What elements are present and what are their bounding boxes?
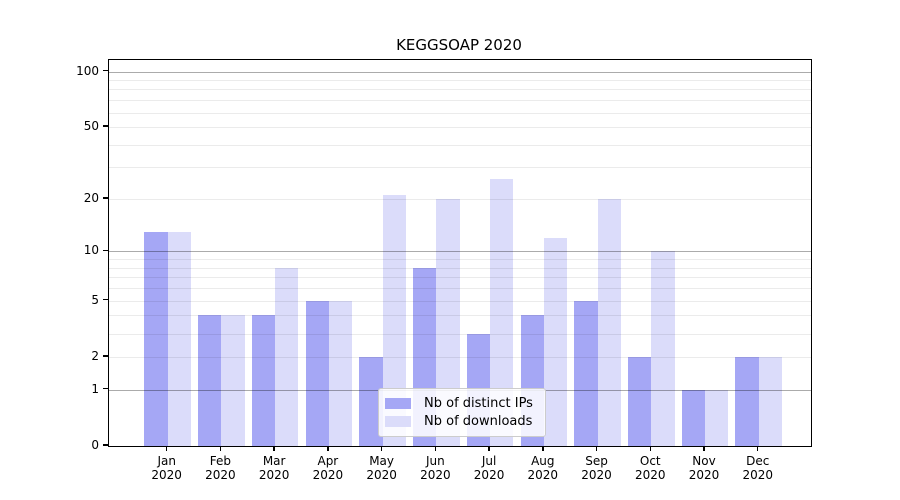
gridline-6	[109, 288, 811, 290]
x-tick-label-nov: Nov 2020	[688, 454, 720, 482]
bar-downloads-aug	[543, 237, 568, 446]
bar-ips-may	[359, 356, 383, 446]
legend-item-distinct-ips: Nb of distinct IPs	[385, 394, 537, 412]
gridline-4	[109, 315, 811, 317]
x-tick-jun	[434, 446, 437, 451]
legend: Nb of distinct IPs Nb of downloads	[378, 388, 546, 437]
plot-area	[108, 59, 812, 447]
x-tick-label-jan: Jan 2020	[151, 454, 182, 482]
bar-downloads-oct	[651, 251, 675, 446]
gridline-50	[109, 127, 811, 129]
gridline-20	[109, 199, 811, 200]
gridline-3	[109, 333, 811, 335]
bar-ips-sep	[574, 300, 598, 446]
gridline-40	[109, 144, 811, 146]
x-tick-jan	[166, 446, 168, 451]
x-tick-label-aug: Aug 2020	[527, 454, 559, 482]
bar-downloads-jun	[436, 199, 460, 446]
legend-swatch-downloads	[385, 416, 411, 428]
gridline-2	[109, 356, 811, 358]
gridline-9	[109, 259, 811, 261]
bar-ips-nov	[681, 389, 705, 446]
gridline-8	[109, 267, 811, 269]
gridline-70	[109, 100, 811, 102]
gridline-80	[109, 89, 811, 91]
x-tick-may	[380, 446, 383, 451]
x-tick-mar	[273, 446, 275, 451]
x-tick-label-may: May 2020	[366, 454, 397, 482]
gridline-60	[109, 112, 811, 114]
y-tick-label-10: 10	[83, 243, 99, 258]
y-tick-label-50: 50	[83, 119, 99, 134]
x-tick-label-jul: Jul 2020	[473, 454, 505, 482]
x-tick-label-jun: Jun 2020	[420, 454, 451, 482]
bar-downloads-dec	[758, 356, 783, 446]
x-tick-nov	[703, 446, 705, 451]
bar-ips-dec	[735, 356, 759, 446]
y-tick-label-100: 100	[76, 63, 99, 78]
bar-downloads-sep	[597, 199, 621, 446]
x-tick-apr	[327, 446, 329, 451]
y-tick-label-5: 5	[91, 292, 99, 307]
y-tick-10	[103, 249, 108, 252]
y-tick-20	[103, 197, 108, 199]
bar-ips-mar	[251, 315, 276, 446]
legend-swatch-distinct-ips	[385, 397, 411, 409]
y-tick-5	[103, 298, 108, 301]
x-tick-aug	[542, 446, 544, 451]
y-tick-2	[103, 355, 108, 357]
x-tick-label-sep: Sep 2020	[581, 454, 612, 482]
gridline-7	[109, 277, 811, 279]
bar-downloads-may	[382, 195, 406, 446]
x-tick-feb	[219, 446, 222, 451]
y-tick-0	[103, 444, 108, 446]
x-tick-jul	[488, 446, 490, 451]
x-tick-oct	[649, 446, 651, 451]
gridline-30	[109, 167, 811, 169]
y-tick-label-0: 0	[91, 438, 99, 452]
gridline-90	[109, 80, 811, 82]
legend-label-distinct-ips: Nb of distinct IPs	[424, 395, 533, 411]
legend-label-downloads: Nb of downloads	[424, 414, 533, 430]
bar-ips-oct	[627, 356, 652, 446]
bar-ips-jan	[144, 231, 168, 446]
gridline-10	[109, 251, 811, 253]
bar-downloads-nov	[705, 389, 729, 446]
bar-downloads-feb	[221, 315, 245, 446]
bar-ips-feb	[198, 315, 222, 446]
bar-downloads-apr	[328, 300, 353, 446]
x-tick-label-apr: Apr 2020	[312, 454, 344, 482]
gridline-5	[109, 300, 811, 302]
y-tick-1	[103, 388, 108, 390]
y-tick-100	[103, 69, 108, 72]
x-tick-label-feb: Feb 2020	[205, 454, 236, 482]
x-tick-sep	[595, 446, 598, 451]
y-tick-50	[103, 125, 108, 127]
y-tick-label-2: 2	[91, 348, 99, 363]
gridline-100	[109, 71, 811, 73]
bar-downloads-jan	[167, 231, 191, 446]
bar-ips-apr	[305, 300, 329, 446]
x-tick-label-oct: Oct 2020	[634, 454, 666, 482]
chart-title: KEGGSOAP 2020	[396, 36, 522, 54]
y-tick-label-1: 1	[91, 381, 99, 396]
bar-downloads-mar	[275, 267, 299, 446]
legend-item-downloads: Nb of downloads	[385, 413, 537, 431]
x-tick-label-mar: Mar 2020	[258, 454, 290, 482]
y-tick-label-20: 20	[83, 191, 99, 205]
x-tick-label-dec: Dec 2020	[742, 454, 773, 482]
x-tick-dec	[757, 446, 759, 451]
bar-downloads-jul	[490, 178, 514, 446]
